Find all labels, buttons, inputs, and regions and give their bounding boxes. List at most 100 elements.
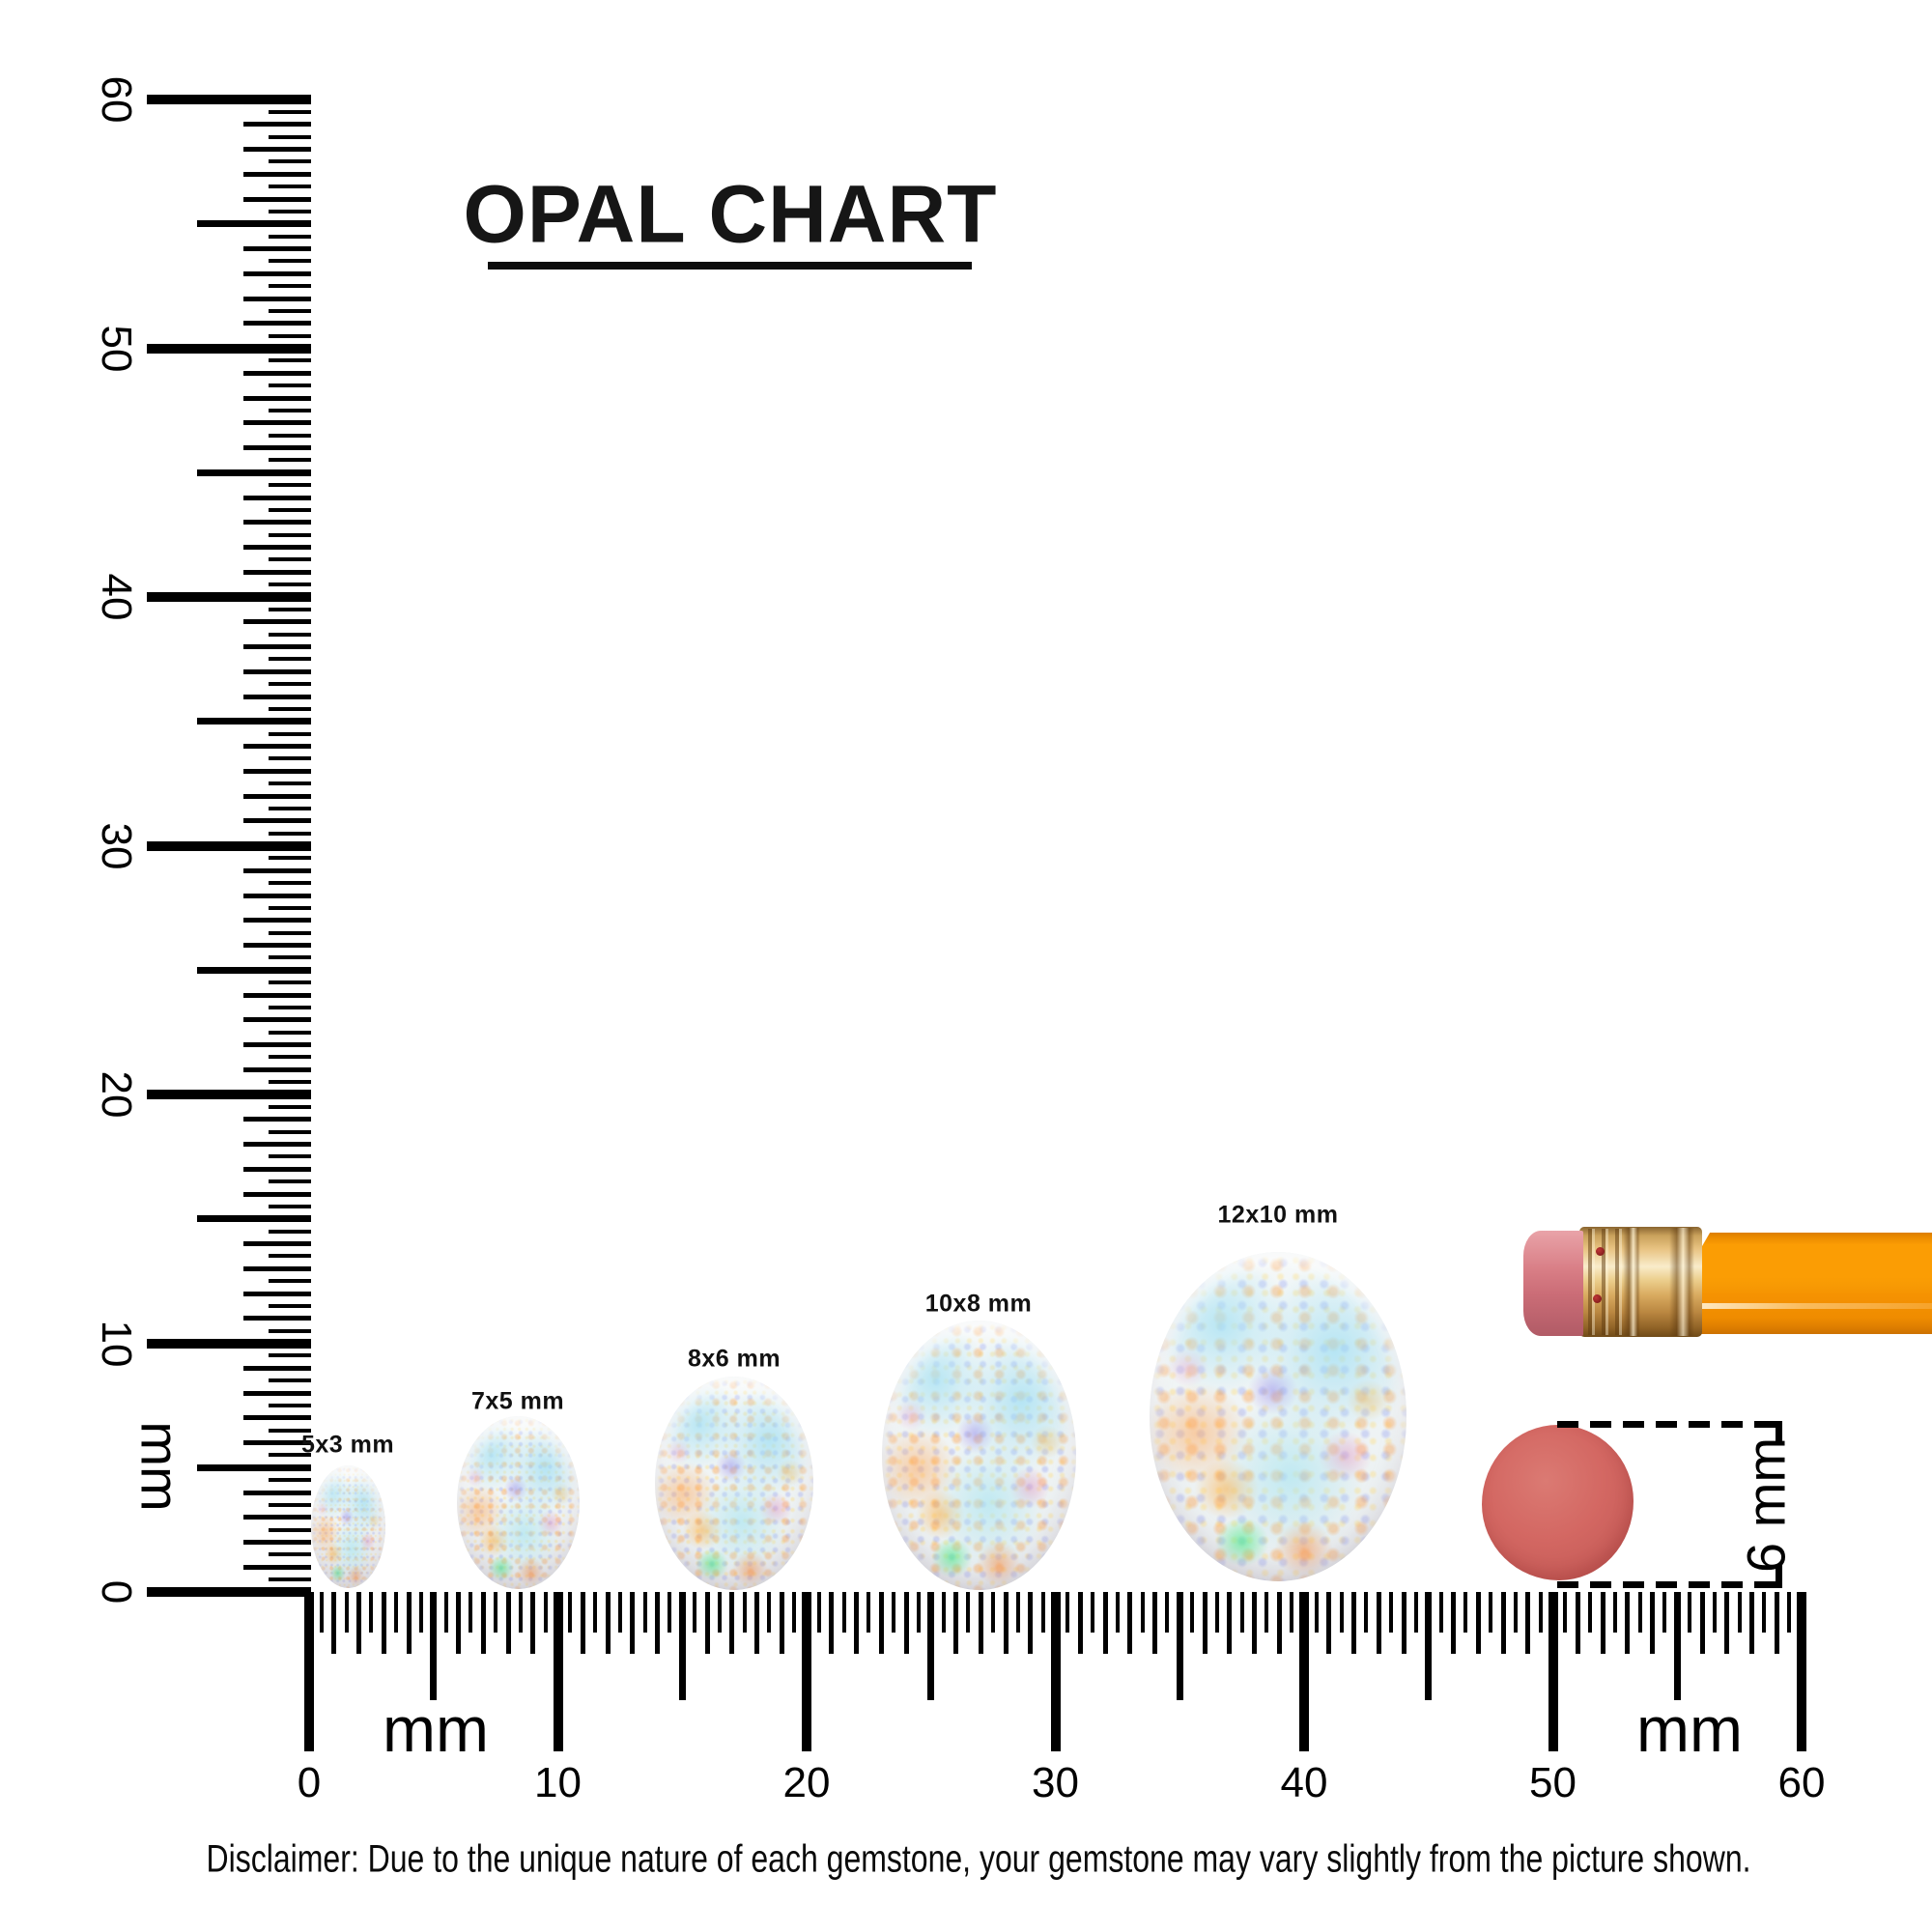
vertical-ruler-tick-8.5mm bbox=[269, 1378, 311, 1383]
vertical-ruler-tick-29mm bbox=[243, 867, 311, 873]
horizontal-ruler-tick-55.5mm bbox=[1688, 1592, 1692, 1633]
vertical-ruler-tick-10.5mm bbox=[269, 1328, 311, 1333]
horizontal-ruler-tick-54mm bbox=[1650, 1592, 1655, 1654]
vertical-ruler-tick-2mm bbox=[243, 1540, 311, 1545]
horizontal-ruler-tick-52.5mm bbox=[1612, 1592, 1617, 1633]
horizontal-ruler-tick-40.5mm bbox=[1314, 1592, 1319, 1633]
horizontal-ruler-tick-30mm bbox=[1050, 1592, 1061, 1751]
horizontal-ruler-tick-5.5mm bbox=[443, 1592, 448, 1633]
horizontal-ruler-tick-12mm bbox=[605, 1592, 611, 1654]
vertical-ruler-tick-54mm bbox=[243, 246, 311, 251]
vertical-ruler-tick-44.5mm bbox=[269, 483, 311, 488]
opal-label-5x3: 5x3 mm bbox=[300, 1431, 395, 1459]
vertical-ruler-tick-48mm bbox=[243, 395, 311, 401]
horizontal-ruler-tick-41.5mm bbox=[1339, 1592, 1344, 1633]
horizontal-ruler-tick-35.5mm bbox=[1190, 1592, 1195, 1633]
vertical-ruler-tick-37.5mm bbox=[269, 657, 311, 662]
vertical-ruler-tick-7.5mm bbox=[269, 1403, 311, 1407]
horizontal-ruler-tick-27.5mm bbox=[991, 1592, 996, 1633]
horizontal-ruler-tick-17.5mm bbox=[742, 1592, 747, 1633]
vertical-ruler-tick-28.5mm bbox=[269, 881, 311, 886]
horizontal-ruler-tick-59.5mm bbox=[1787, 1592, 1792, 1633]
vertical-ruler-tick-16mm bbox=[243, 1191, 311, 1197]
vertical-ruler-tick-26mm bbox=[243, 943, 311, 948]
horizontal-ruler-tick-24.5mm bbox=[916, 1592, 921, 1633]
horizontal-ruler-tick-20.5mm bbox=[816, 1592, 821, 1633]
opal-5x3 bbox=[310, 1465, 385, 1588]
vertical-ruler-tick-30mm bbox=[147, 840, 311, 851]
vertical-ruler-tick-53.5mm bbox=[269, 259, 311, 264]
horizontal-ruler-number-0: 0 bbox=[297, 1759, 322, 1806]
horizontal-ruler-number-20: 20 bbox=[782, 1759, 831, 1806]
horizontal-ruler-tick-6mm bbox=[456, 1592, 461, 1654]
vertical-ruler-unit-label: mm bbox=[129, 1421, 191, 1512]
vertical-ruler-tick-3mm bbox=[243, 1515, 311, 1520]
round-eraser bbox=[1482, 1425, 1634, 1580]
page-title: OPAL CHART bbox=[463, 168, 998, 260]
horizontal-ruler-tick-47.5mm bbox=[1489, 1592, 1493, 1633]
vertical-ruler-tick-60mm bbox=[147, 95, 311, 104]
opal-7x5 bbox=[456, 1416, 580, 1589]
vertical-ruler-tick-0mm bbox=[147, 1587, 311, 1597]
vertical-ruler-number-10: 10 bbox=[93, 1320, 140, 1367]
horizontal-ruler-tick-31mm bbox=[1077, 1592, 1083, 1654]
vertical-ruler-tick-19mm bbox=[243, 1117, 311, 1122]
horizontal-ruler-tick-16.5mm bbox=[717, 1592, 722, 1633]
horizontal-ruler-tick-56mm bbox=[1699, 1592, 1705, 1654]
vertical-ruler-tick-2.5mm bbox=[269, 1527, 311, 1532]
horizontal-ruler-tick-18mm bbox=[754, 1592, 759, 1654]
vertical-ruler-tick-32mm bbox=[243, 793, 311, 799]
vertical-ruler-tick-16.5mm bbox=[269, 1179, 311, 1184]
horizontal-ruler-tick-12.5mm bbox=[617, 1592, 622, 1633]
horizontal-ruler-tick-25.5mm bbox=[941, 1592, 946, 1633]
vertical-ruler-tick-33mm bbox=[243, 768, 311, 774]
vertical-ruler-tick-56.5mm bbox=[269, 185, 311, 189]
horizontal-ruler-tick-37mm bbox=[1227, 1592, 1233, 1654]
opal-12x10 bbox=[1150, 1252, 1406, 1581]
opal-label-12x10: 12x10 mm bbox=[1217, 1201, 1339, 1229]
vertical-ruler-tick-22.5mm bbox=[269, 1030, 311, 1035]
opal-8x6 bbox=[655, 1377, 813, 1590]
vertical-ruler-tick-42mm bbox=[243, 545, 311, 550]
vertical-ruler-number-20: 20 bbox=[93, 1070, 140, 1119]
horizontal-ruler-tick-20mm bbox=[802, 1592, 811, 1751]
vertical-ruler-tick-20mm bbox=[147, 1090, 311, 1099]
horizontal-ruler-tick-27mm bbox=[978, 1592, 983, 1654]
horizontal-ruler-unit-label-left: mm bbox=[383, 1693, 489, 1765]
horizontal-ruler-tick-38.5mm bbox=[1264, 1592, 1269, 1633]
vertical-ruler-tick-50.5mm bbox=[269, 333, 311, 338]
vertical-ruler-tick-9.5mm bbox=[269, 1353, 311, 1358]
vertical-ruler-tick-52.5mm bbox=[269, 284, 311, 289]
vertical-ruler-tick-31.5mm bbox=[269, 806, 311, 810]
horizontal-ruler-tick-34mm bbox=[1152, 1592, 1157, 1654]
horizontal-ruler-tick-33.5mm bbox=[1140, 1592, 1145, 1633]
horizontal-ruler-tick-36.5mm bbox=[1214, 1592, 1219, 1633]
horizontal-ruler-tick-5mm bbox=[430, 1592, 438, 1700]
vertical-ruler-tick-55.5mm bbox=[269, 209, 311, 213]
measure-dash-bottom bbox=[1557, 1581, 1787, 1588]
vertical-ruler-tick-14.5mm bbox=[269, 1229, 311, 1234]
horizontal-ruler-tick-36mm bbox=[1202, 1592, 1208, 1654]
vertical-ruler-tick-24.5mm bbox=[269, 980, 311, 985]
horizontal-ruler-tick-35mm bbox=[1176, 1592, 1183, 1700]
horizontal-ruler-tick-56.5mm bbox=[1712, 1592, 1717, 1633]
horizontal-ruler-tick-45mm bbox=[1425, 1592, 1433, 1700]
vertical-ruler-tick-51mm bbox=[243, 321, 311, 327]
vertical-ruler-tick-10mm bbox=[147, 1338, 311, 1349]
horizontal-ruler-tick-3mm bbox=[381, 1592, 386, 1654]
vertical-ruler-tick-13mm bbox=[243, 1265, 311, 1271]
vertical-ruler-tick-33.5mm bbox=[269, 756, 311, 761]
vertical-ruler-number-60: 60 bbox=[93, 75, 140, 124]
ferrule-ribs bbox=[1581, 1229, 1626, 1335]
vertical-ruler-tick-57.5mm bbox=[269, 159, 311, 164]
horizontal-ruler-tick-40mm bbox=[1299, 1592, 1309, 1751]
vertical-ruler-tick-23mm bbox=[243, 1017, 311, 1023]
horizontal-ruler-tick-26.5mm bbox=[966, 1592, 971, 1633]
horizontal-ruler-tick-43mm bbox=[1376, 1592, 1381, 1654]
horizontal-ruler-tick-30.5mm bbox=[1065, 1592, 1070, 1633]
vertical-ruler-tick-21.5mm bbox=[269, 1055, 311, 1060]
vertical-ruler-tick-6.5mm bbox=[269, 1428, 311, 1433]
horizontal-ruler-tick-32.5mm bbox=[1115, 1592, 1120, 1633]
opal-10x8 bbox=[881, 1321, 1076, 1590]
